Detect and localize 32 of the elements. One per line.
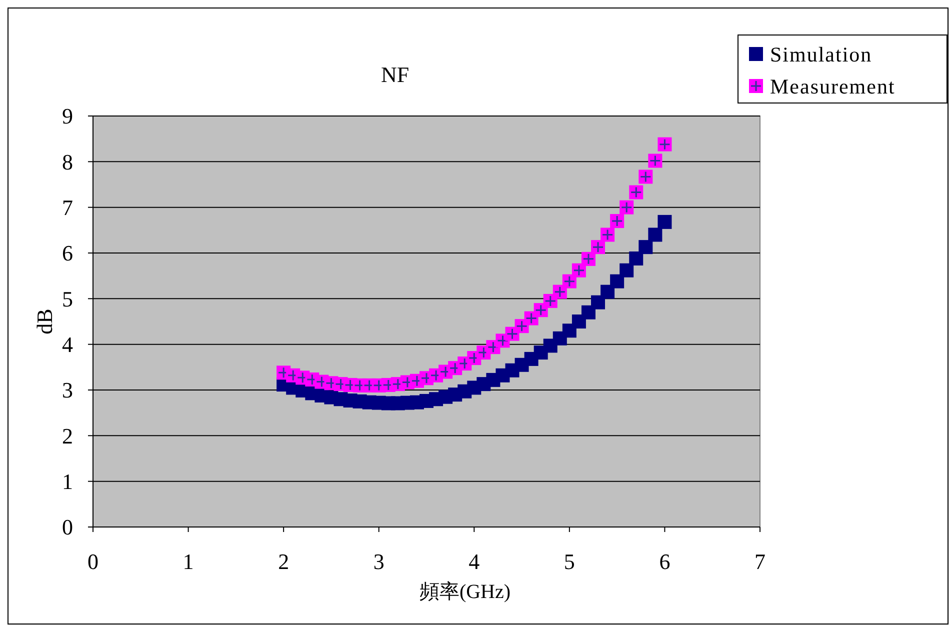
x-tick-label: 2 <box>278 549 290 574</box>
y-tick-label: 3 <box>62 378 73 403</box>
y-tick-label: 8 <box>62 149 73 174</box>
chart-title: NF <box>380 62 410 87</box>
y-tick-label: 4 <box>62 332 73 358</box>
point <box>658 214 672 229</box>
y-tick-label: 0 <box>62 514 73 540</box>
y-tick-label: 9 <box>62 104 73 129</box>
x-tick-label: 1 <box>182 549 194 574</box>
x-tick-label: 3 <box>373 549 384 574</box>
y-tick-label: 6 <box>62 240 73 266</box>
point <box>629 251 644 266</box>
legend-label: Simulation <box>770 42 872 66</box>
x-axis-title: 頻率(GHz) <box>419 581 511 603</box>
point <box>591 295 606 310</box>
y-axis-title: dB <box>32 308 57 334</box>
point <box>638 240 653 254</box>
x-tick-label: 4 <box>468 549 480 574</box>
x-tick-label: 7 <box>754 549 766 574</box>
point <box>610 274 624 288</box>
point <box>581 305 596 320</box>
x-tick-label: 5 <box>564 549 575 574</box>
y-tick-label: 2 <box>62 423 73 448</box>
y-tick-label: 5 <box>62 286 73 312</box>
point <box>648 228 662 242</box>
y-tick-label: 1 <box>62 469 73 494</box>
y-tick-label: 7 <box>62 195 73 220</box>
x-tick-label: 6 <box>659 549 670 574</box>
point <box>620 263 634 278</box>
point <box>600 284 615 299</box>
legend-label: Measurement <box>770 74 896 98</box>
x-tick-label: 0 <box>88 549 98 574</box>
